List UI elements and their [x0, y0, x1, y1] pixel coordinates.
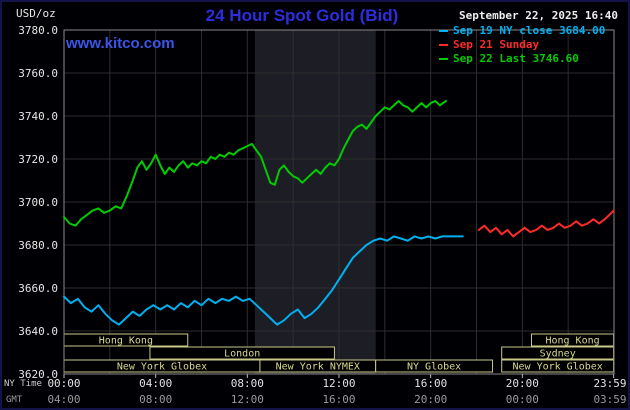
gmt-tick-label: 16:00 — [322, 393, 356, 406]
session-box — [375, 359, 494, 373]
gmt-tick-label: 04:00 — [47, 393, 81, 406]
session-label: Sydney — [540, 349, 576, 360]
session-label: New York NYMEX — [276, 362, 360, 373]
y-axis-tick-label: 3780.0 — [18, 24, 58, 37]
y-axis-tick-label: 3700.0 — [18, 196, 58, 209]
gmt-tick-label: 00:00 — [505, 393, 539, 406]
y-axis-tick-label: 3640.0 — [18, 325, 58, 338]
legend-item-label: Sep 22 Last 3746.60 — [453, 52, 579, 65]
price-line-sep-21-sunday — [477, 209, 615, 238]
session-label: New York Globex — [117, 362, 207, 373]
session-label: Hong Kong — [545, 336, 599, 347]
session-box — [149, 346, 335, 360]
legend-color-dash-icon — [439, 58, 448, 60]
legend-item-label: Sep 19 NY close 3684.00 — [453, 24, 606, 37]
y-axis-tick-label: 3660.0 — [18, 282, 58, 295]
y-axis-units-label: USD/oz — [16, 7, 56, 20]
legend-item: Sep 22 Last 3746.60 — [439, 52, 605, 66]
y-axis-tick-label: 3620.0 — [18, 368, 58, 381]
legend: Sep 19 NY close 3684.00 Sep 21 Sunday Sep … — [439, 24, 605, 66]
y-axis-tick-label: 3680.0 — [18, 239, 58, 252]
x-axis-tick-label: 12:00 — [322, 377, 356, 390]
price-line-sep-22-last — [63, 100, 447, 227]
session-label: New York Globex — [513, 362, 603, 373]
gmt-tick-label: 12:00 — [230, 393, 264, 406]
y-axis-tick-label: 3740.0 — [18, 110, 58, 123]
page-title: 24 Hour Spot Gold (Bid) — [205, 6, 399, 25]
x-axis-tick-label: 20:00 — [505, 377, 539, 390]
session-label: NY Globex — [407, 362, 461, 373]
kitco-watermark-link[interactable]: www.kitco.com — [66, 35, 175, 52]
legend-color-dash-icon — [439, 30, 448, 32]
x-axis-tick-label: 08:00 — [230, 377, 264, 390]
x-axis-tick-label: 04:00 — [139, 377, 173, 390]
legend-item-label: Sep 21 Sunday — [453, 38, 540, 51]
y-axis-tick-label: 3720.0 — [18, 153, 58, 166]
session-label: London — [224, 349, 260, 360]
x-axis-tick-label: 23:59 — [593, 377, 627, 390]
legend-color-dash-icon — [439, 44, 448, 46]
session-label: Hong Kong — [99, 336, 153, 347]
y-axis-tick-label: 3760.0 — [18, 67, 58, 80]
gmt-tick-label: 03:59 — [593, 393, 627, 406]
chart-datetime: September 22, 2025 16:40 — [459, 9, 618, 22]
ny-time-axis-caption: NY Time — [4, 379, 42, 389]
gmt-tick-label: 08:00 — [139, 393, 173, 406]
gmt-axis-caption: GMT — [6, 395, 23, 405]
legend-item: Sep 19 NY close 3684.00 — [439, 24, 605, 38]
gmt-tick-label: 20:00 — [414, 393, 448, 406]
x-axis-tick-label: 00:00 — [47, 377, 81, 390]
x-axis-tick-label: 16:00 — [414, 377, 448, 390]
price-line-sep-19-ny-close — [63, 235, 464, 326]
legend-item: Sep 21 Sunday — [439, 38, 605, 52]
plot-border — [63, 29, 615, 375]
